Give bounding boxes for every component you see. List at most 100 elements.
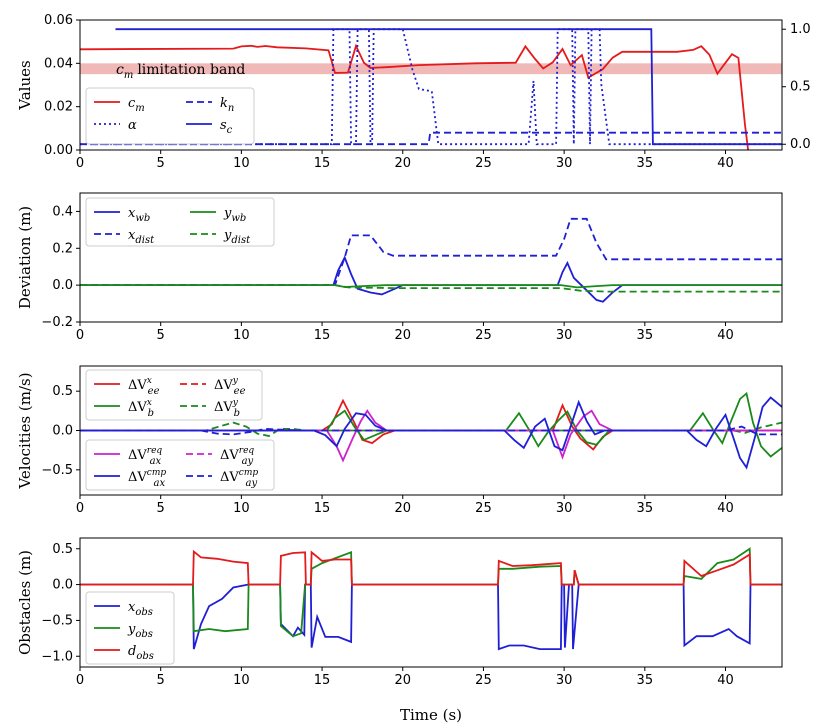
x-tick-label: 5	[157, 328, 165, 343]
y-tick-label: −0.2	[41, 315, 73, 330]
x-tick-label: 40	[717, 673, 734, 688]
y-axis-title: Obstacles (m)	[16, 550, 34, 655]
y2-tick-label: 0.5	[790, 80, 811, 95]
x-tick-label: 15	[314, 501, 331, 516]
y-tick-label: 0.0	[52, 424, 73, 439]
x-tick-label: 30	[556, 328, 573, 343]
y-tick-label: 0.00	[44, 143, 73, 158]
panel-values: cm limitation band 0 5 10 15 20 25 30 35 40 0.00 0.0…	[16, 13, 811, 171]
x-tick-label: 10	[233, 673, 250, 688]
legend-label-dV_ee_y: ΔVy ee	[214, 376, 246, 397]
y-tick-label: 0.0	[52, 578, 73, 593]
x-tick-label: 40	[717, 328, 734, 343]
x-tick-label: 20	[394, 156, 411, 171]
y-tick-label: −1.0	[41, 649, 73, 664]
legend-label-dV_ay_req: ΔVreq ay	[220, 446, 254, 467]
x-tick-label: 20	[394, 673, 411, 688]
x-tick-label: 5	[157, 501, 165, 516]
legend: ΔVx ee ΔVy ee ΔVx b ΔVy b	[85, 369, 263, 421]
x-tick-label: 0	[76, 328, 84, 343]
x-axis-title: Time (s)	[400, 706, 462, 724]
x-tick-label: 20	[394, 501, 411, 516]
series-s_c	[115, 28, 782, 146]
y-tick-label: 0.0	[52, 278, 73, 293]
x-tick-label: 0	[76, 501, 84, 516]
panel-velocities: 0 5 10 15 20 25 30 35 40 −0.5 0.0 0.5 Velocities (m/…	[16, 365, 783, 516]
legend-label-x_dist: xdist	[128, 228, 155, 246]
x-tick-label: 40	[717, 156, 734, 171]
x-tick-label: 25	[475, 673, 492, 688]
x-tick-label: 35	[637, 501, 654, 516]
x-tick-label: 0	[76, 673, 84, 688]
legend-label-x_obs: xobs	[128, 600, 153, 618]
y-tick-label: 0.5	[52, 542, 73, 557]
x-tick-label: 15	[314, 328, 331, 343]
x-tick-label: 35	[637, 328, 654, 343]
y-axis-title: Values	[16, 60, 34, 110]
y-tick-label: −0.5	[41, 613, 73, 628]
limitation-band	[80, 63, 782, 75]
legend-label-x_wb: xwb	[128, 206, 150, 224]
x-tick-label: 40	[717, 501, 734, 516]
series-dV_ax_cmp	[80, 396, 782, 470]
legend-label-dV_b_y: ΔVy b	[214, 398, 240, 419]
x-tick-label: 5	[157, 156, 165, 171]
legend: ΔVreq ax ΔVreq ay ΔVcmp ax ΔVcmp ay	[85, 439, 275, 491]
plot-frame	[79, 19, 783, 151]
x-tick-label: 25	[475, 156, 492, 171]
legend-label-d_obs: dobs	[128, 644, 154, 662]
y-axis-title: Velocities (m/s)	[16, 372, 34, 489]
panel-deviation: 0 5 10 15 20 25 30 35 40 −0.2 0.0 0.2 0.4 Deviation (…	[16, 192, 783, 343]
x-tick-label: 5	[157, 673, 165, 688]
x-tick-label: 35	[637, 673, 654, 688]
legend-label-dV_ax_cmp: ΔVcmp ax	[128, 468, 166, 489]
series-y_obs	[80, 547, 782, 638]
legend-label-alpha: α	[128, 118, 137, 133]
x-tick-label: 25	[475, 501, 492, 516]
plot-frame	[79, 537, 783, 668]
series-dV_ay_cmp	[80, 425, 782, 436]
x-tick-label: 10	[233, 156, 250, 171]
y2-tick-label: 1.0	[790, 22, 811, 37]
legend: cm kn α sc	[85, 87, 255, 145]
legend-label-dV_ee_x: ΔVx ee	[128, 376, 160, 397]
y2-tick-label: 0.0	[790, 137, 811, 152]
series-d_obs	[80, 549, 782, 586]
legend-label-y_wb: ywb	[223, 206, 246, 224]
plot-frame	[79, 192, 783, 323]
legend: xobs yobs dobs	[85, 591, 175, 665]
y-tick-label: −0.5	[41, 463, 73, 478]
x-tick-label: 30	[556, 673, 573, 688]
series-y_dist	[80, 284, 782, 293]
y-axis-title: Deviation (m)	[16, 206, 34, 309]
x-tick-label: 30	[556, 156, 573, 171]
series-c_m	[80, 43, 749, 150]
y-tick-label: 0.02	[44, 100, 73, 115]
y-tick-label: 0.2	[52, 241, 73, 256]
series-x_dist	[80, 217, 782, 286]
x-tick-label: 10	[233, 328, 250, 343]
y-tick-label: 0.04	[44, 56, 73, 71]
legend-label-dV_ay_cmp: ΔVcmp ay	[220, 468, 258, 489]
x-tick-label: 35	[637, 156, 654, 171]
y-tick-label: 0.4	[52, 204, 73, 219]
band-label: cm limitation band	[116, 62, 245, 81]
x-tick-label: 30	[556, 501, 573, 516]
legend-label-dV_ax_req: ΔVreq ax	[128, 446, 162, 467]
series-x_wb	[80, 255, 782, 303]
legend-label-y_dist: ydist	[223, 228, 251, 246]
series-dV_b_y	[80, 421, 782, 437]
y-tick-label: 0.06	[44, 13, 73, 28]
x-tick-label: 10	[233, 501, 250, 516]
x-tick-label: 20	[394, 328, 411, 343]
series-k_n	[80, 131, 782, 146]
legend-label-c_m: cm	[128, 96, 145, 114]
x-tick-label: 15	[314, 673, 331, 688]
legend: xwb ywb xdist ydist	[85, 197, 275, 247]
series-x_obs	[80, 583, 782, 651]
legend-label-k_n: kn	[220, 96, 234, 114]
legend-label-y_obs: yobs	[127, 622, 153, 640]
legend-label-dV_b_x: ΔVx b	[128, 398, 154, 419]
x-tick-label: 15	[314, 156, 331, 171]
x-tick-label: 0	[76, 156, 84, 171]
